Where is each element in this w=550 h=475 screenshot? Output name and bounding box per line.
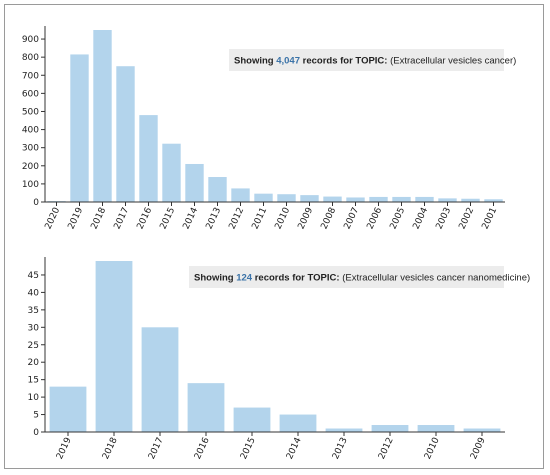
bar-2013	[208, 177, 227, 202]
x-tick-label-2007: 2007	[342, 206, 361, 231]
bar-2004	[415, 196, 434, 202]
x-tick-label-2009: 2009	[469, 436, 488, 461]
x-tick-label-2019: 2019	[55, 436, 74, 461]
y-tick-label: 700	[22, 71, 39, 81]
x-tick-label-2010: 2010	[423, 436, 442, 461]
bar-2015	[233, 407, 271, 432]
bar-2003	[438, 198, 457, 202]
caption-topic: (Extracellular vesicles cancer)	[390, 56, 516, 67]
x-tick-label-2015: 2015	[239, 436, 258, 461]
y-tick-label: 800	[22, 53, 39, 63]
bar-2002	[461, 198, 480, 202]
caption-box	[229, 49, 504, 71]
caption-box	[189, 266, 504, 288]
bar-2011	[254, 193, 273, 202]
x-tick-label-2019: 2019	[66, 206, 85, 231]
chart-bottom-extracellular-vesicles-cancer-nanomedicine: Showing 124 records for TOPIC: (Extracel…	[28, 257, 530, 461]
caption-topic: (Extracellular vesicles cancer nanomedic…	[342, 273, 530, 284]
x-tick-label-2012: 2012	[377, 436, 396, 461]
bar-2012	[231, 188, 250, 202]
bar-2001	[484, 199, 503, 202]
y-tick-label: 100	[22, 180, 39, 190]
caption-prefix: Showing	[234, 56, 274, 67]
x-tick-label-2017: 2017	[147, 436, 166, 461]
bar-2005	[392, 196, 411, 202]
x-tick-label-2016: 2016	[135, 206, 154, 231]
caption-count: 4,047	[276, 56, 300, 67]
x-tick-label-2018: 2018	[89, 206, 108, 231]
x-tick-label-2012: 2012	[227, 206, 246, 231]
y-tick-label: 35	[28, 306, 39, 316]
x-tick-label-2001: 2001	[480, 206, 499, 231]
x-tick-label-2013: 2013	[331, 436, 350, 461]
y-tick-label: 500	[22, 107, 39, 117]
bar-2007	[346, 197, 365, 202]
x-tick-label-2017: 2017	[112, 206, 131, 231]
y-tick-label: 30	[28, 323, 40, 333]
bar-2013	[325, 428, 363, 432]
y-tick-label: 40	[28, 288, 40, 298]
bar-2015	[162, 143, 181, 202]
x-tick-label-2015: 2015	[158, 206, 177, 231]
y-tick-label: 45	[28, 271, 39, 281]
y-tick-label: 10	[28, 393, 40, 403]
caption-prefix: Showing	[194, 273, 234, 284]
chart-top-extracellular-vesicles-cancer: Showing 4,047 records for TOPIC: (Extrac…	[22, 26, 516, 231]
bar-2018	[95, 261, 133, 432]
y-tick-label: 200	[22, 162, 39, 172]
y-tick-label: 600	[22, 89, 39, 99]
x-tick-label-2018: 2018	[101, 436, 120, 461]
caption-middle: records for TOPIC:	[255, 273, 340, 284]
x-tick-label-2020: 2020	[43, 206, 62, 231]
x-tick-label-2009: 2009	[296, 206, 315, 231]
x-tick-label-2014: 2014	[285, 436, 304, 461]
y-tick-label: 0	[33, 428, 39, 438]
x-tick-label-2011: 2011	[250, 206, 269, 231]
bar-2009	[300, 195, 319, 202]
x-tick-label-2010: 2010	[273, 206, 292, 231]
caption-count: 124	[236, 273, 253, 284]
y-tick-label: 15	[28, 376, 39, 386]
x-tick-label-2005: 2005	[388, 206, 407, 231]
y-tick-label: 0	[33, 198, 39, 208]
bar-2010	[417, 425, 455, 432]
bar-2016	[139, 115, 158, 202]
bar-2012	[371, 425, 409, 432]
x-tick-label-2006: 2006	[365, 206, 384, 231]
bar-2019	[70, 54, 89, 202]
x-tick-label-2008: 2008	[319, 206, 338, 231]
x-tick-label-2014: 2014	[181, 206, 200, 231]
x-tick-label-2016: 2016	[193, 436, 212, 461]
chart-caption: Showing 4,047 records for TOPIC: (Extrac…	[234, 56, 516, 67]
bar-2014	[185, 163, 204, 202]
bar-2010	[277, 194, 296, 202]
bar-2019	[49, 386, 87, 432]
bar-2016	[187, 383, 225, 432]
y-tick-label: 900	[22, 35, 39, 45]
y-tick-label: 5	[33, 411, 39, 421]
x-tick-label-2003: 2003	[434, 206, 453, 231]
bar-2009	[463, 428, 501, 432]
y-tick-label: 400	[22, 126, 39, 136]
caption-middle: records for TOPIC:	[303, 56, 388, 67]
charts-canvas: Showing 4,047 records for TOPIC: (Extrac…	[22, 26, 530, 461]
x-tick-label-2013: 2013	[204, 206, 223, 231]
chart-caption: Showing 124 records for TOPIC: (Extracel…	[194, 273, 530, 284]
bar-2006	[369, 196, 388, 202]
figure-frame: Showing 4,047 records for TOPIC: (Extrac…	[4, 4, 544, 469]
bar-2017	[116, 66, 135, 202]
y-tick-label: 300	[22, 144, 39, 154]
bar-2017	[141, 327, 179, 432]
y-tick-label: 25	[28, 341, 39, 351]
bar-2018	[93, 30, 112, 202]
bar-2008	[323, 196, 342, 202]
x-tick-label-2002: 2002	[457, 206, 476, 231]
x-tick-label-2004: 2004	[411, 206, 430, 231]
bar-2014	[279, 414, 317, 432]
y-tick-label: 20	[28, 358, 40, 368]
